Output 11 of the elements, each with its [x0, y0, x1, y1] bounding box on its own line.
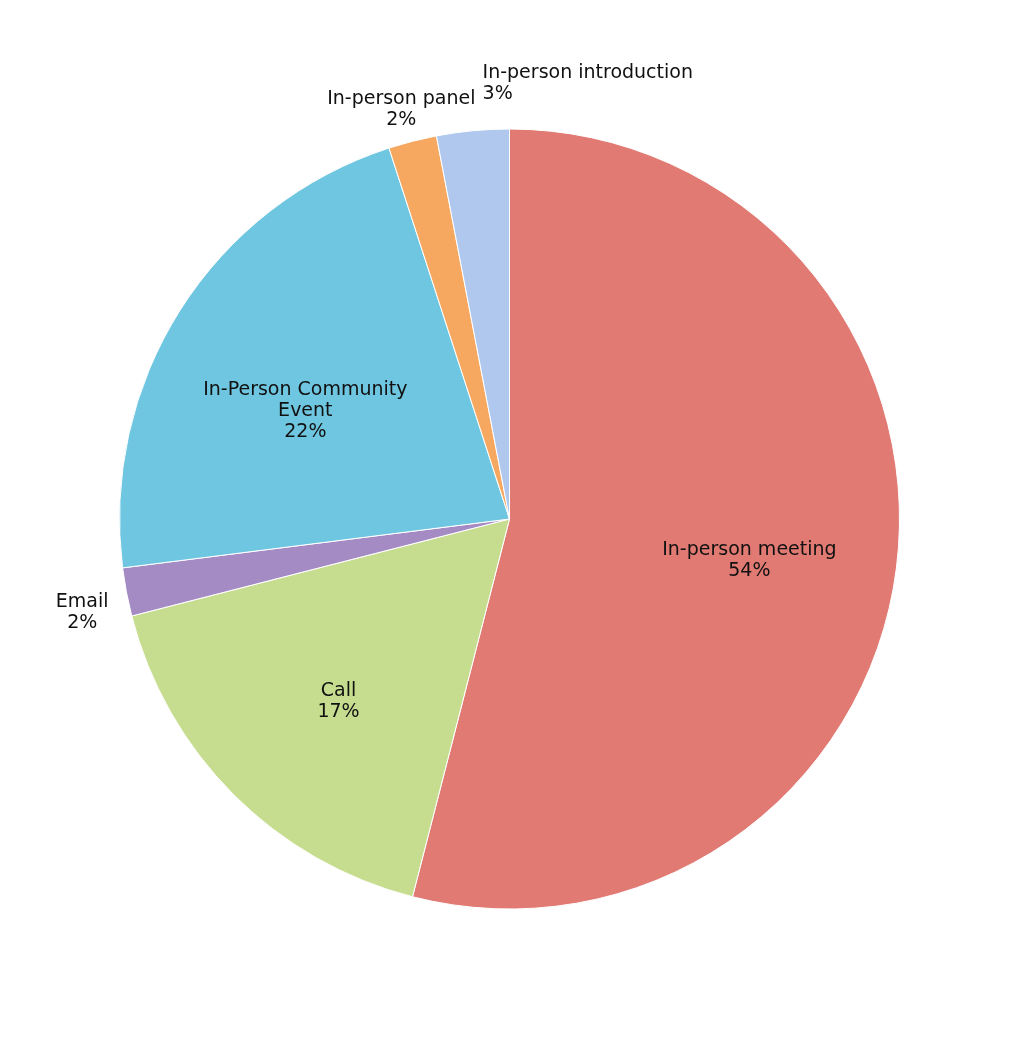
slice-label: Call [320, 677, 357, 700]
slice-label: Email [55, 588, 109, 611]
slice-label: In-person introduction [482, 59, 693, 82]
data-label: 54% [728, 558, 771, 581]
slice-label: In-person meeting [662, 537, 837, 560]
data-label: 2% [386, 106, 417, 129]
data-label: 2% [67, 609, 98, 632]
data-label: 22% [284, 419, 327, 442]
slice-label: In-Person Community Event [203, 377, 408, 421]
data-label: 17% [317, 698, 360, 721]
slice-label: In-person panel [327, 85, 476, 108]
